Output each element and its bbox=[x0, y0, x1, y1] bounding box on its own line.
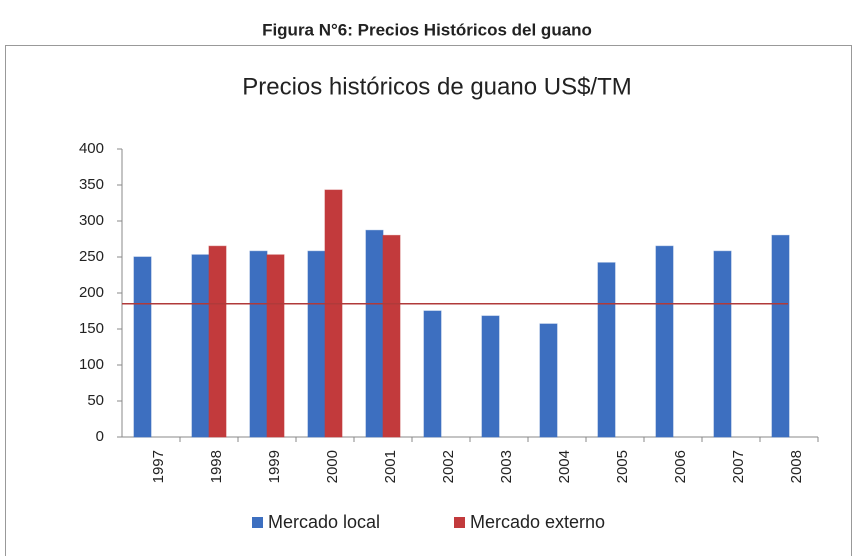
y-tick-label: 300 bbox=[79, 212, 104, 229]
bar bbox=[133, 256, 152, 438]
x-tick-label: 1997 bbox=[150, 450, 167, 483]
x-tick-label: 2000 bbox=[324, 450, 341, 483]
bar bbox=[266, 254, 285, 438]
y-tick-label: 350 bbox=[79, 176, 104, 193]
x-tick-label: 2001 bbox=[382, 450, 399, 483]
bar bbox=[191, 254, 210, 438]
bar bbox=[249, 250, 268, 438]
x-tick-label: 2003 bbox=[498, 450, 515, 483]
x-tick-label: 2006 bbox=[672, 450, 689, 483]
legend-swatch bbox=[454, 517, 465, 528]
y-tick-label: 150 bbox=[79, 320, 104, 337]
legend-swatch bbox=[252, 517, 263, 528]
y-tick-label: 100 bbox=[79, 356, 104, 373]
bar bbox=[539, 323, 558, 438]
x-tick-label: 2007 bbox=[730, 450, 747, 483]
x-tick-label: 1999 bbox=[266, 450, 283, 483]
bar bbox=[324, 189, 343, 438]
x-tick-label: 2005 bbox=[614, 450, 631, 483]
bar bbox=[771, 234, 790, 438]
x-tick-label: 2002 bbox=[440, 450, 457, 483]
bar bbox=[655, 245, 674, 438]
x-tick-label: 2008 bbox=[788, 450, 805, 483]
bar bbox=[307, 250, 326, 438]
y-tick-label: 400 bbox=[79, 140, 104, 157]
bar bbox=[481, 315, 500, 438]
chart-title: Precios históricos de guano US$/TM bbox=[242, 73, 632, 100]
bar bbox=[208, 245, 227, 438]
y-tick-label: 50 bbox=[87, 392, 104, 409]
bar bbox=[713, 250, 732, 438]
bar bbox=[423, 310, 442, 438]
legend-label: Mercado externo bbox=[470, 512, 605, 532]
x-tick-label: 1998 bbox=[208, 450, 225, 483]
legend-label: Mercado local bbox=[268, 512, 380, 532]
y-tick-label: 200 bbox=[79, 284, 104, 301]
bar bbox=[382, 234, 401, 438]
y-tick-label: 250 bbox=[79, 248, 104, 265]
bar bbox=[365, 229, 384, 438]
y-tick-label: 0 bbox=[96, 428, 104, 445]
bar bbox=[597, 262, 616, 438]
figure-caption: Figura N°6: Precios Históricos del guano bbox=[262, 20, 592, 39]
x-tick-label: 2004 bbox=[556, 450, 573, 483]
